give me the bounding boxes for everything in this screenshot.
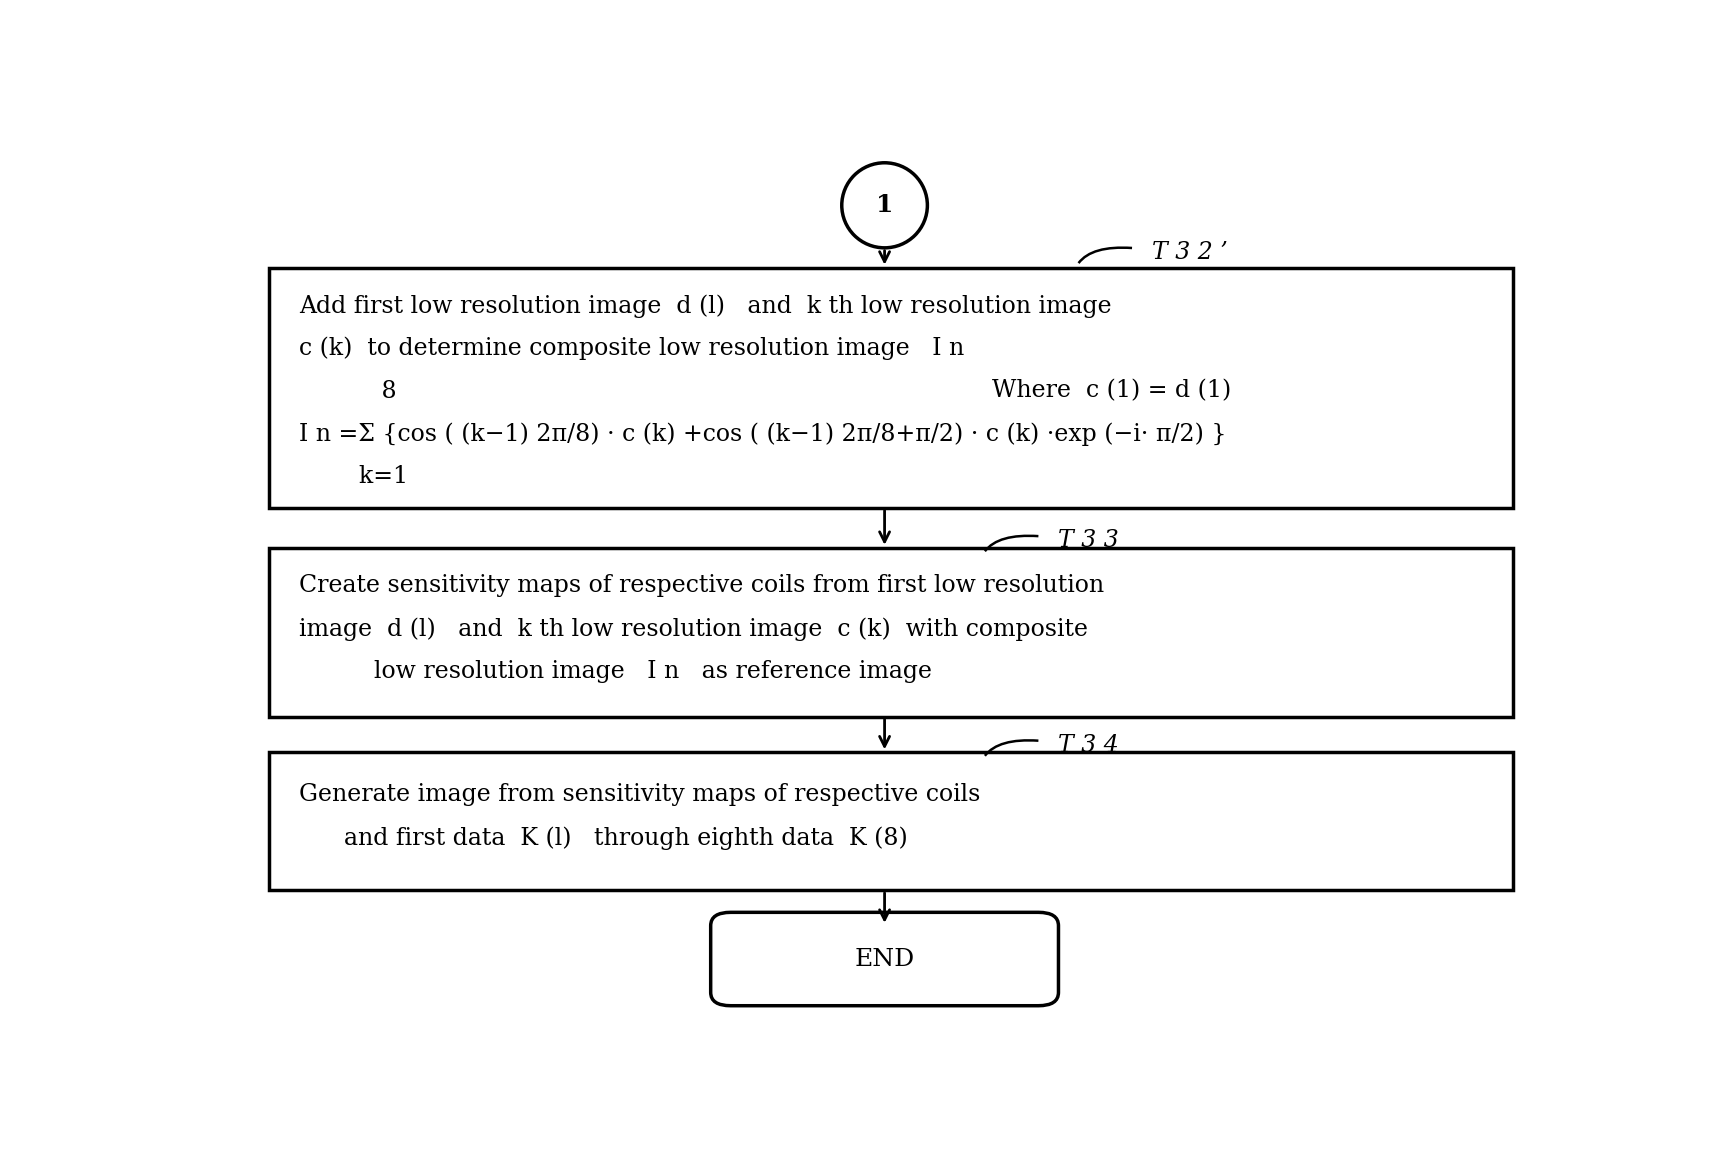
Bar bbox=[269, 547, 1514, 716]
Text: Generate image from sensitivity maps of respective coils: Generate image from sensitivity maps of … bbox=[299, 783, 980, 806]
Text: image  d (l)   and  k th low resolution image  c (k)  with composite: image d (l) and k th low resolution imag… bbox=[299, 617, 1087, 641]
Text: 1: 1 bbox=[875, 193, 894, 217]
Text: T 3 2 ’: T 3 2 ’ bbox=[1153, 241, 1227, 264]
Text: T 3 3: T 3 3 bbox=[1058, 529, 1118, 552]
Bar bbox=[269, 268, 1514, 508]
Text: 8: 8 bbox=[299, 380, 397, 403]
Bar bbox=[269, 752, 1514, 891]
Text: and first data  K (l)   through eighth data  K (8): and first data K (l) through eighth data… bbox=[299, 826, 908, 850]
Text: c (k)  to determine composite low resolution image   I n: c (k) to determine composite low resolut… bbox=[299, 337, 963, 360]
Text: Where  c (1) = d (1): Where c (1) = d (1) bbox=[991, 380, 1231, 403]
Text: T 3 4: T 3 4 bbox=[1058, 733, 1118, 757]
Text: k=1: k=1 bbox=[299, 465, 407, 489]
Text: Add first low resolution image  d (l)   and  k th low resolution image: Add first low resolution image d (l) and… bbox=[299, 295, 1112, 318]
Text: Create sensitivity maps of respective coils from first low resolution: Create sensitivity maps of respective co… bbox=[299, 574, 1105, 597]
Text: I n =Σ {cos ( (k−1) 2π/8) · c (k) +cos ( (k−1) 2π/8+π/2) · c (k) ·exp (−i· π/2) : I n =Σ {cos ( (k−1) 2π/8) · c (k) +cos (… bbox=[299, 423, 1225, 446]
Text: END: END bbox=[854, 947, 915, 970]
Text: low resolution image   I n   as reference image: low resolution image I n as reference im… bbox=[299, 660, 932, 683]
